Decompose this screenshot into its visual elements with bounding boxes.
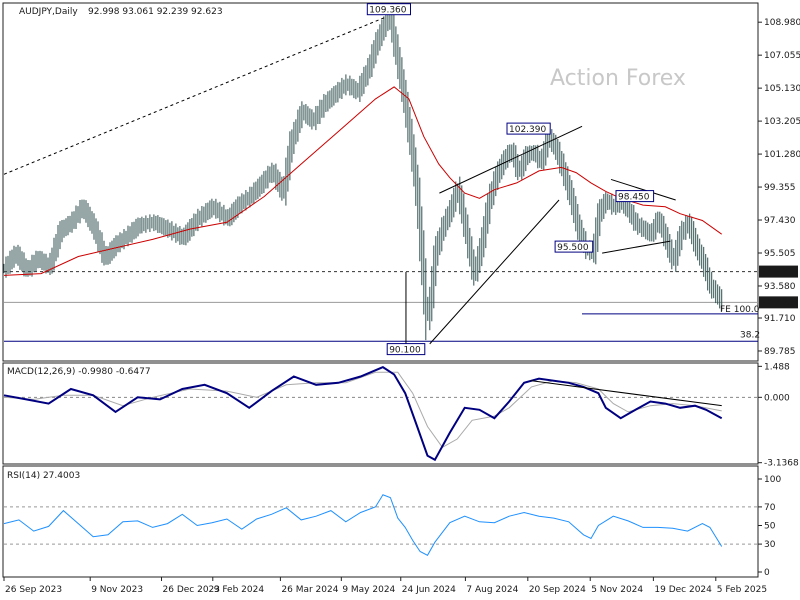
rsi-layer [3,494,758,556]
rising-support-line [429,199,560,345]
price-tick-label: 101.280 [764,150,800,160]
price-tick-label: 95.505 [764,249,796,259]
current-price-tag: 92.623 [762,298,794,308]
macd-tick-label: -3.1368 [764,459,799,469]
price-tick-label: 107.055 [764,51,800,61]
ohlc-header: 92.998 93.061 92.239 92.623 [88,7,223,17]
dotted-line [3,16,387,175]
price-tick-label: 97.430 [764,216,796,226]
annotation-box [506,122,551,135]
upper-triangle-line [610,178,676,201]
price-tick-label: 89.785 [764,347,796,357]
rsi-tick-label: 30 [764,540,776,550]
fe-label: FE 100.0 [720,305,760,315]
upper-channel-line [439,125,583,194]
x-tick-label: 9 Feb 2024 [214,585,265,595]
price-title: AUDJPY,Daily [19,7,78,17]
annotation-label: 90.100 [389,346,421,356]
annotation-box [366,3,411,16]
x-tick-label: 26 Dec 2023 [163,585,221,595]
macd-signal-line [3,371,722,448]
rsi-tick-label: 50 [764,522,776,532]
annotation-label: 102.390 [509,125,546,135]
rsi-title: RSI(14) 27.4003 [7,471,80,481]
price-tick-label: 103.205 [764,117,800,127]
rsi-line [3,494,723,556]
macd-title: MACD(12,26,9) -0.9980 -0.6477 [7,367,151,377]
annotation-label: 109.360 [369,6,406,16]
x-tick-label: 5 Nov 2024 [591,585,643,595]
price-tick-label: 108.980 [764,18,800,28]
watermark: Action Forex [550,66,686,91]
price-tick-label: 93.580 [764,282,796,292]
price-tick-label: 99.355 [764,183,796,193]
annotation-label: 98.450 [618,193,650,203]
macd-trendline [530,380,722,407]
x-tick-label: 9 May 2024 [342,585,395,595]
x-tick-label: 26 Sep 2023 [5,585,62,595]
x-tick-label: 24 Jun 2024 [402,585,456,595]
rsi-tick-label: 70 [764,503,776,513]
rsi-panel [2,465,759,578]
current-price-tag-box [759,296,798,309]
annotation-label: 95.500 [557,243,589,253]
price-tick-label: 91.710 [764,314,796,324]
macd-main-line [3,365,723,462]
annotation-box [554,240,594,253]
level-tag: 94.420 [762,268,794,278]
level-tag-box [759,265,798,278]
price-panel [2,2,759,362]
macd-tick-label: 0.000 [764,393,790,403]
price-tick-label: 105.130 [764,84,800,94]
rsi-tick-label: 0 [764,568,770,578]
macd-layer [3,365,758,462]
rsi-tick-label: 100 [764,475,781,485]
axis-layer: 108.980 107.055 105.130 103.205 101.280 99.35… [3,18,800,595]
macd-panel [2,362,759,465]
fib-label: 38.2 [740,330,760,340]
x-tick-label: 19 Dec 2024 [654,585,712,595]
lower-triangle-line [602,240,671,254]
x-tick-label: 26 Mar 2024 [281,585,338,595]
macd-tick-label: 1.488 [764,362,790,372]
annotation-box [615,190,655,203]
x-tick-label: 5 Feb 2025 [717,585,767,595]
x-tick-label: 20 Sep 2024 [529,585,586,595]
x-tick-label: 7 Aug 2024 [466,585,518,595]
x-tick-label: 9 Nov 2023 [91,585,143,595]
annotation-box [386,343,426,356]
price-layer: 109.360 102.390 98.450 95.500 90.100 FE 100.0… [3,3,760,356]
